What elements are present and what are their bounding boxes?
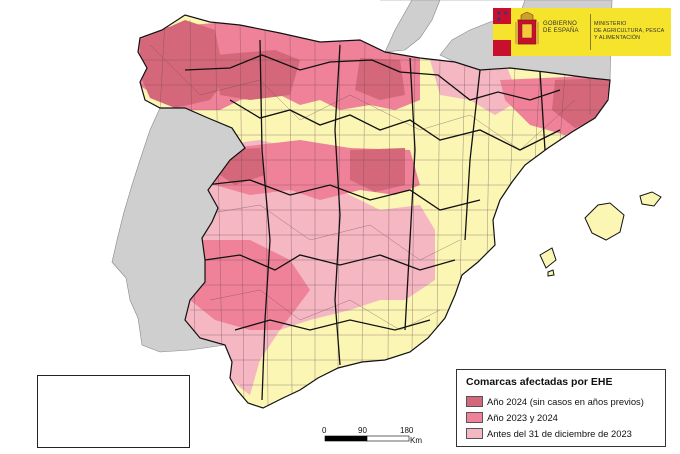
ministerio-line3: Y ALIMENTACIÓN [594,35,641,41]
legend-item-before-2023: Antes del 31 de diciembre de 2023 [466,427,632,440]
legend-label-before-2023: Antes del 31 de diciembre de 2023 [487,428,632,439]
scale-label-0: 0 [322,426,327,435]
scale-bar: 0 90 180 Km [322,426,422,445]
legend-item-2023-2024: Año 2023 y 2024 [466,411,558,424]
stars-icon: ★ ★ ★ [496,11,509,23]
scale-unit: Km [410,436,422,445]
mallorca [584,202,625,241]
balearic-islands [539,191,662,277]
legend-swatch-before-2023 [466,428,483,439]
logo-separator [590,14,591,50]
legend-title: Comarcas afectadas por EHE [466,376,613,388]
formentera [547,269,555,277]
gobierno-line1: GOBIERNO [543,21,577,27]
region-2024-catalonia [552,78,610,128]
ministerio-line1: MINISTERIO [594,21,627,27]
region-before-2023 [180,140,435,395]
gobierno-line2: DE ESPAÑA [543,28,579,34]
legend-swatch-2023-2024 [466,412,483,423]
scale-label-180: 180 [400,426,414,435]
map-legend: Comarcas afectadas por EHE Año 2024 (sin… [456,369,666,447]
ministerio-line2: DE AGRICULTURA, PESCA [594,28,665,34]
canary-inset-frame [37,375,190,448]
legend-label-2024: Año 2024 (sin casos en años previos) [487,396,644,407]
legend-swatch-2024 [466,396,483,407]
gobierno-text: GOBIERNO DE ESPAÑA [543,21,589,35]
france-land-west [384,0,441,53]
spain-outline [137,14,611,409]
menorca [639,191,662,207]
legend-label-2023-2024: Año 2023 y 2024 [487,412,558,423]
region-2024-castilla [215,50,300,100]
coat-of-arms-icon [515,12,539,45]
comarca-borders [140,19,610,406]
scale-label-90: 90 [358,426,367,435]
ministerio-text: MINISTERIO DE AGRICULTURA, PESCA Y ALIME… [594,21,670,42]
ibiza [539,247,557,269]
region-before-2023-east [430,60,520,115]
eu-flag-stripe: ★ ★ ★ [493,8,511,56]
legend-item-2024: Año 2024 (sin casos en años previos) [466,395,644,408]
government-logo: ★ ★ ★ GOBIERNO DE ESPAÑA MINISTERIO DE A… [493,8,671,56]
province-borders [184,39,561,401]
